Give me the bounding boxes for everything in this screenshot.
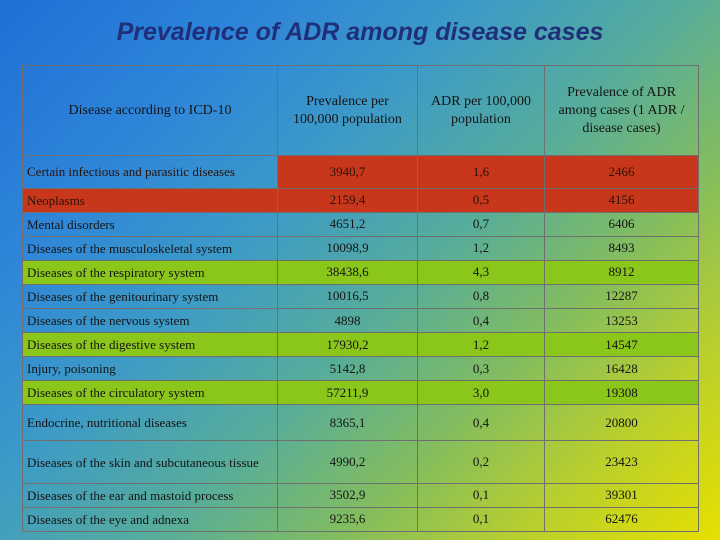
row-ratio: 4156 — [544, 187, 699, 213]
row-ratio: 19308 — [544, 380, 699, 406]
row-prevalence: 57211,9 — [277, 380, 418, 406]
header-prevalence: Prevalence per 100,000 population — [277, 64, 418, 157]
row-disease: Diseases of the genitourinary system — [22, 283, 278, 309]
row-disease: Diseases of the skin and subcutaneous ti… — [22, 440, 278, 484]
row-disease: Certain infectious and parasitic disease… — [22, 155, 278, 189]
table-row: Endocrine, nutritional diseases 8365,1 0… — [22, 404, 699, 442]
row-ratio: 23423 — [544, 440, 699, 484]
row-adr: 0,8 — [417, 283, 545, 309]
table-row: Diseases of the genitourinary system 100… — [22, 283, 699, 309]
row-disease: Neoplasms — [22, 187, 278, 213]
row-disease: Diseases of the musculoskeletal system — [22, 235, 278, 261]
row-prevalence: 8365,1 — [277, 404, 418, 442]
header-ratio: Prevalence of ADR among cases (1 ADR / d… — [544, 64, 699, 157]
row-prevalence: 3502,9 — [277, 482, 418, 508]
table-row: Diseases of the ear and mastoid process … — [22, 482, 699, 508]
row-adr: 3,0 — [417, 380, 545, 406]
row-disease: Diseases of the respiratory system — [22, 259, 278, 285]
table-row: Injury, poisoning 5142,8 0,3 16428 — [22, 356, 699, 382]
row-ratio: 6406 — [544, 211, 699, 237]
row-prevalence: 5142,8 — [277, 356, 418, 382]
row-ratio: 16428 — [544, 356, 699, 382]
row-ratio: 13253 — [544, 307, 699, 334]
row-ratio: 12287 — [544, 283, 699, 309]
row-disease: Injury, poisoning — [22, 356, 278, 382]
row-prevalence: 2159,4 — [277, 187, 418, 213]
row-prevalence: 17930,2 — [277, 332, 418, 358]
row-ratio: 14547 — [544, 332, 699, 358]
row-adr: 0,2 — [417, 440, 545, 484]
row-disease: Diseases of the ear and mastoid process — [22, 482, 278, 508]
row-prevalence: 10098,9 — [277, 235, 418, 261]
table-row: Diseases of the circulatory system 57211… — [22, 380, 699, 406]
table-row: Certain infectious and parasitic disease… — [22, 155, 699, 189]
row-ratio: 20800 — [544, 404, 699, 442]
row-adr: 0,3 — [417, 356, 545, 382]
row-prevalence: 9235,6 — [277, 506, 418, 533]
row-adr: 0,7 — [417, 211, 545, 237]
row-adr: 1,2 — [417, 332, 545, 358]
row-prevalence: 3940,7 — [277, 155, 418, 189]
table-row: Diseases of the skin and subcutaneous ti… — [22, 440, 699, 484]
row-disease: Diseases of the eye and adnexa — [22, 506, 278, 533]
row-disease: Endocrine, nutritional diseases — [22, 404, 278, 442]
row-disease: Diseases of the digestive system — [22, 332, 278, 358]
row-adr: 1,2 — [417, 235, 545, 261]
row-adr: 4,3 — [417, 259, 545, 285]
row-ratio: 2466 — [544, 155, 699, 189]
table-row: Diseases of the respiratory system 38438… — [22, 259, 699, 285]
row-adr: 0,1 — [417, 506, 545, 533]
row-ratio: 39301 — [544, 482, 699, 508]
adr-prevalence-table: Disease according to ICD-10 Prevalence p… — [22, 64, 699, 533]
table-row: Diseases of the nervous system 4898 0,4 … — [22, 307, 699, 334]
row-adr: 1,6 — [417, 155, 545, 189]
table-row: Diseases of the eye and adnexa 9235,6 0,… — [22, 506, 699, 533]
row-disease: Diseases of the nervous system — [22, 307, 278, 334]
row-ratio: 8912 — [544, 259, 699, 285]
table-header-row: Disease according to ICD-10 Prevalence p… — [22, 64, 699, 157]
row-prevalence: 4651,2 — [277, 211, 418, 237]
table-row: Diseases of the digestive system 17930,2… — [22, 332, 699, 358]
row-disease: Mental disorders — [22, 211, 278, 237]
row-ratio: 8493 — [544, 235, 699, 261]
header-adr: ADR per 100,000 population — [417, 64, 545, 157]
row-ratio: 62476 — [544, 506, 699, 533]
row-adr: 0,5 — [417, 187, 545, 213]
row-prevalence: 4898 — [277, 307, 418, 334]
table-row: Neoplasms 2159,4 0,5 4156 — [22, 187, 699, 213]
row-adr: 0,4 — [417, 404, 545, 442]
row-disease: Diseases of the circulatory system — [22, 380, 278, 406]
slide-title: Prevalence of ADR among disease cases — [116, 18, 604, 46]
row-prevalence: 10016,5 — [277, 283, 418, 309]
header-disease: Disease according to ICD-10 — [22, 64, 278, 157]
row-adr: 0,4 — [417, 307, 545, 334]
table-row: Diseases of the musculoskeletal system 1… — [22, 235, 699, 261]
row-prevalence: 4990,2 — [277, 440, 418, 484]
row-prevalence: 38438,6 — [277, 259, 418, 285]
table-row: Mental disorders 4651,2 0,7 6406 — [22, 211, 699, 237]
row-adr: 0,1 — [417, 482, 545, 508]
